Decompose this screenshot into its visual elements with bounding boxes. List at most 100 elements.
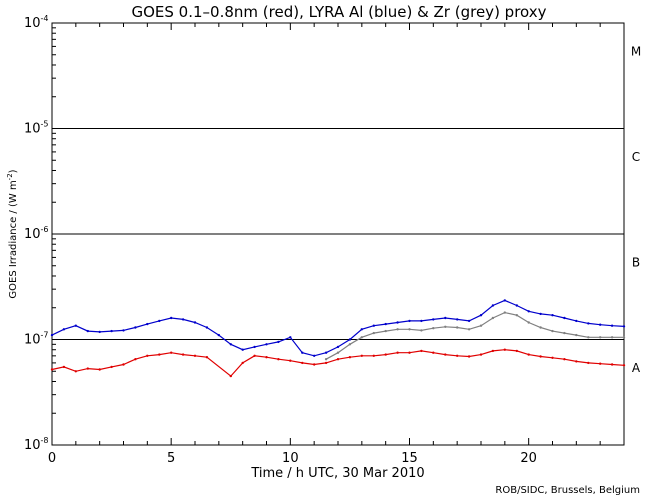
data-point [444, 353, 447, 356]
y-tick-base: 10 [24, 122, 41, 137]
data-point [313, 354, 316, 357]
data-point [170, 351, 173, 354]
y-tick-base: 10 [24, 438, 41, 453]
data-point [575, 360, 578, 363]
data-point [205, 356, 209, 359]
data-point [253, 354, 256, 357]
data-point [467, 355, 471, 358]
series-line [51, 349, 625, 377]
data-point [336, 358, 340, 361]
data-point [408, 351, 411, 354]
data-point [467, 328, 471, 331]
data-point [229, 374, 232, 378]
y-tick-exponent: -7 [41, 331, 49, 340]
y-axis-label-text: GOES Irradiance / (W m [8, 180, 19, 298]
data-point [491, 349, 495, 353]
data-point [420, 329, 423, 332]
data-point [563, 358, 566, 361]
data-point [503, 311, 506, 314]
data-point [301, 361, 304, 365]
data-point [146, 354, 149, 357]
x-tick-label: 5 [167, 451, 175, 466]
data-point [539, 326, 542, 329]
data-point [74, 370, 78, 373]
data-point [384, 353, 387, 356]
data-point [384, 329, 387, 333]
data-point [551, 314, 554, 317]
data-point [193, 321, 197, 324]
data-point [241, 361, 244, 365]
y-tick-exponent: -8 [41, 436, 49, 445]
data-point [324, 358, 328, 361]
data-point [217, 333, 220, 337]
data-point [575, 319, 578, 323]
data-point [503, 348, 506, 351]
y-tick-base: 10 [24, 227, 41, 242]
data-point [599, 323, 602, 326]
data-point [396, 328, 399, 331]
flare-class-label: B [632, 255, 640, 269]
flare-class-threshold-lines [52, 128, 624, 340]
data-point [98, 368, 101, 371]
data-point [360, 328, 363, 331]
data-point [50, 333, 54, 337]
data-point [134, 358, 137, 361]
data-point [527, 353, 530, 356]
y-tick-label: 10-5 [24, 120, 49, 137]
data-point [62, 365, 66, 369]
flare-class-label: A [632, 361, 641, 375]
data-point [432, 351, 435, 354]
y-tick-base: 10 [24, 16, 41, 31]
data-point [456, 354, 459, 357]
data-point [348, 338, 352, 341]
x-tick-label: 0 [48, 451, 56, 466]
data-point [384, 322, 387, 326]
data-point [277, 358, 280, 361]
data-point [599, 336, 602, 339]
y-axis-label: GOES Irradiance / (W m-2) [6, 169, 19, 298]
y-axis-ticks: 10-410-510-610-710-8 [24, 14, 60, 453]
data-point [515, 304, 518, 307]
data-point [289, 359, 292, 362]
data-point [110, 329, 113, 333]
data-point [408, 328, 411, 331]
data-series [50, 299, 626, 378]
data-point [444, 316, 447, 320]
flare-class-label: C [632, 150, 640, 164]
data-point [158, 353, 161, 356]
data-point [420, 349, 423, 353]
y-axis-label-close: ) [8, 169, 19, 173]
data-point [289, 336, 292, 339]
x-tick-label: 10 [282, 451, 299, 466]
data-point [253, 345, 256, 349]
x-axis-label: Time / h UTC, 30 Mar 2010 [250, 466, 424, 481]
data-point [432, 318, 435, 321]
data-point [372, 324, 375, 327]
data-point [539, 312, 542, 316]
y-tick-label: 10-8 [24, 436, 49, 453]
data-point [515, 314, 518, 317]
data-point [396, 351, 399, 354]
data-point [610, 363, 614, 366]
data-point [551, 356, 554, 359]
data-point [479, 353, 483, 356]
data-point [348, 356, 352, 359]
y-tick-label: 10-6 [24, 225, 49, 242]
y-tick-base: 10 [24, 333, 41, 348]
data-point [86, 367, 90, 370]
chart-title: GOES 0.1–0.8nm (red), LYRA Al (blue) & Z… [131, 3, 546, 21]
data-point [301, 351, 304, 354]
x-tick-label: 20 [520, 451, 537, 466]
data-point [74, 324, 78, 327]
data-point [551, 329, 554, 333]
data-point [622, 336, 626, 339]
x-axis-ticks: 0 5 10 15 20 [48, 23, 625, 466]
data-point [336, 345, 340, 349]
data-point [229, 343, 232, 346]
data-point [50, 368, 54, 371]
data-point [134, 326, 137, 329]
data-point [563, 316, 566, 320]
data-point [158, 319, 161, 323]
data-point [479, 314, 483, 317]
